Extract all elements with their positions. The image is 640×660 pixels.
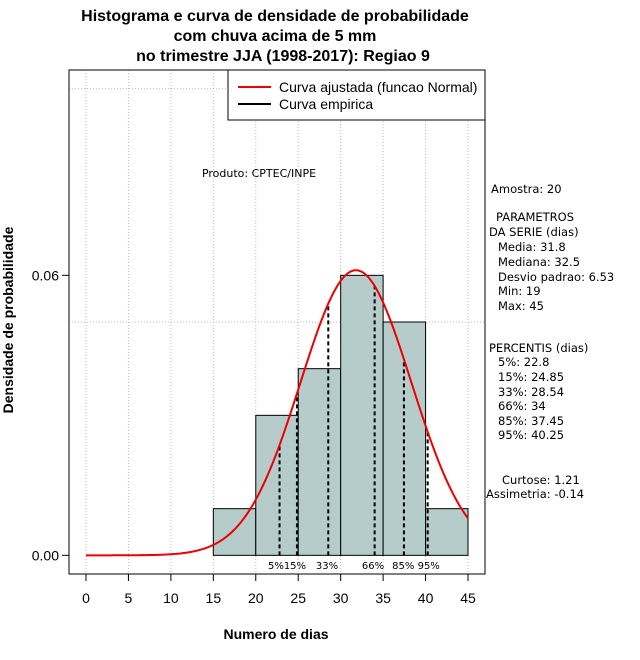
x-tick-label-4: 20 bbox=[248, 590, 264, 606]
histogram-bar-5 bbox=[425, 508, 469, 556]
percentile-label-85-95: 85% 95% bbox=[392, 561, 440, 572]
y-axis-label: Densidade de probabilidade bbox=[0, 226, 16, 413]
x-tick-label-6: 30 bbox=[333, 590, 349, 606]
chart-title-line-3: no trimestre JJA (1998-2017): Regiao 9 bbox=[136, 48, 430, 65]
percentile-lines bbox=[278, 285, 429, 556]
legend-empirical-label: Curva empirica bbox=[279, 96, 373, 112]
x-axis: 0 5 10 15 20 25 30 35 40 45 bbox=[82, 574, 476, 606]
percentile-label-66: 66% bbox=[362, 561, 384, 572]
percentile-95: 95%: 40.25 bbox=[498, 428, 564, 442]
y-tick-label-1: 0.06 bbox=[32, 267, 59, 283]
skewness: Assimetria: -0.14 bbox=[486, 487, 584, 501]
histogram-bars bbox=[212, 274, 469, 556]
legend: Curva ajustada (funcao Normal) Curva emp… bbox=[227, 69, 486, 121]
chart-title-line-2: com chuva acima de 5 mm bbox=[174, 28, 377, 45]
stat-mean: Media: 31.8 bbox=[498, 240, 566, 254]
x-tick-label-1: 5 bbox=[125, 590, 133, 606]
histogram-bar-3 bbox=[340, 274, 384, 556]
y-tick-label-0: 0.00 bbox=[32, 547, 59, 563]
product-annotation: Produto: CPTEC/INPE bbox=[202, 167, 316, 180]
percentile-33: 33%: 28.54 bbox=[498, 385, 564, 399]
fitted-curve-group bbox=[85, 269, 469, 557]
percentile-66: 66%: 34 bbox=[498, 399, 546, 413]
fitted-normal-curve bbox=[85, 269, 469, 557]
percentile-label-5-15: 5%15% bbox=[268, 561, 306, 572]
x-tick-label-7: 35 bbox=[375, 590, 391, 606]
histogram-bar-0 bbox=[212, 508, 257, 556]
x-tick-label-5: 25 bbox=[290, 590, 306, 606]
percentile-85: 85%: 37.45 bbox=[498, 414, 564, 428]
params-title-2: DA SERIE (dias) bbox=[489, 225, 579, 239]
x-tick-label-9: 45 bbox=[460, 590, 476, 606]
params-title-1: PARAMETROS bbox=[496, 210, 574, 224]
sample-size: Amostra: 20 bbox=[491, 182, 562, 196]
y-axis: 0.00 0.06 bbox=[32, 267, 69, 563]
chart-title-line-1: Histograma e curva de densidade de proba… bbox=[81, 8, 469, 25]
percentile-label-33: 33% bbox=[316, 561, 338, 572]
x-tick-label-8: 40 bbox=[418, 590, 434, 606]
statistics-panel: Amostra: 20 PARAMETROS DA SERIE (dias) M… bbox=[486, 182, 614, 501]
x-tick-label-0: 0 bbox=[82, 590, 90, 606]
legend-fit-label: Curva ajustada (funcao Normal) bbox=[279, 79, 477, 95]
stat-sd: Desvio padrao: 6.53 bbox=[498, 270, 614, 284]
x-tick-label-3: 15 bbox=[206, 590, 222, 606]
stat-median: Mediana: 32.5 bbox=[498, 255, 580, 269]
x-axis-label: Numero de dias bbox=[223, 626, 328, 642]
percentile-15: 15%: 24.85 bbox=[498, 370, 564, 384]
stat-min: Min: 19 bbox=[498, 284, 541, 298]
percentiles-title: PERCENTIS (dias) bbox=[489, 341, 588, 355]
histogram-bar-2 bbox=[297, 368, 342, 556]
x-tick-label-2: 10 bbox=[163, 590, 179, 606]
legend-box bbox=[227, 69, 486, 121]
kurtosis: Curtose: 1.21 bbox=[502, 473, 580, 487]
percentile-5: 5%: 22.8 bbox=[498, 355, 549, 369]
stat-max: Max: 45 bbox=[498, 299, 544, 313]
